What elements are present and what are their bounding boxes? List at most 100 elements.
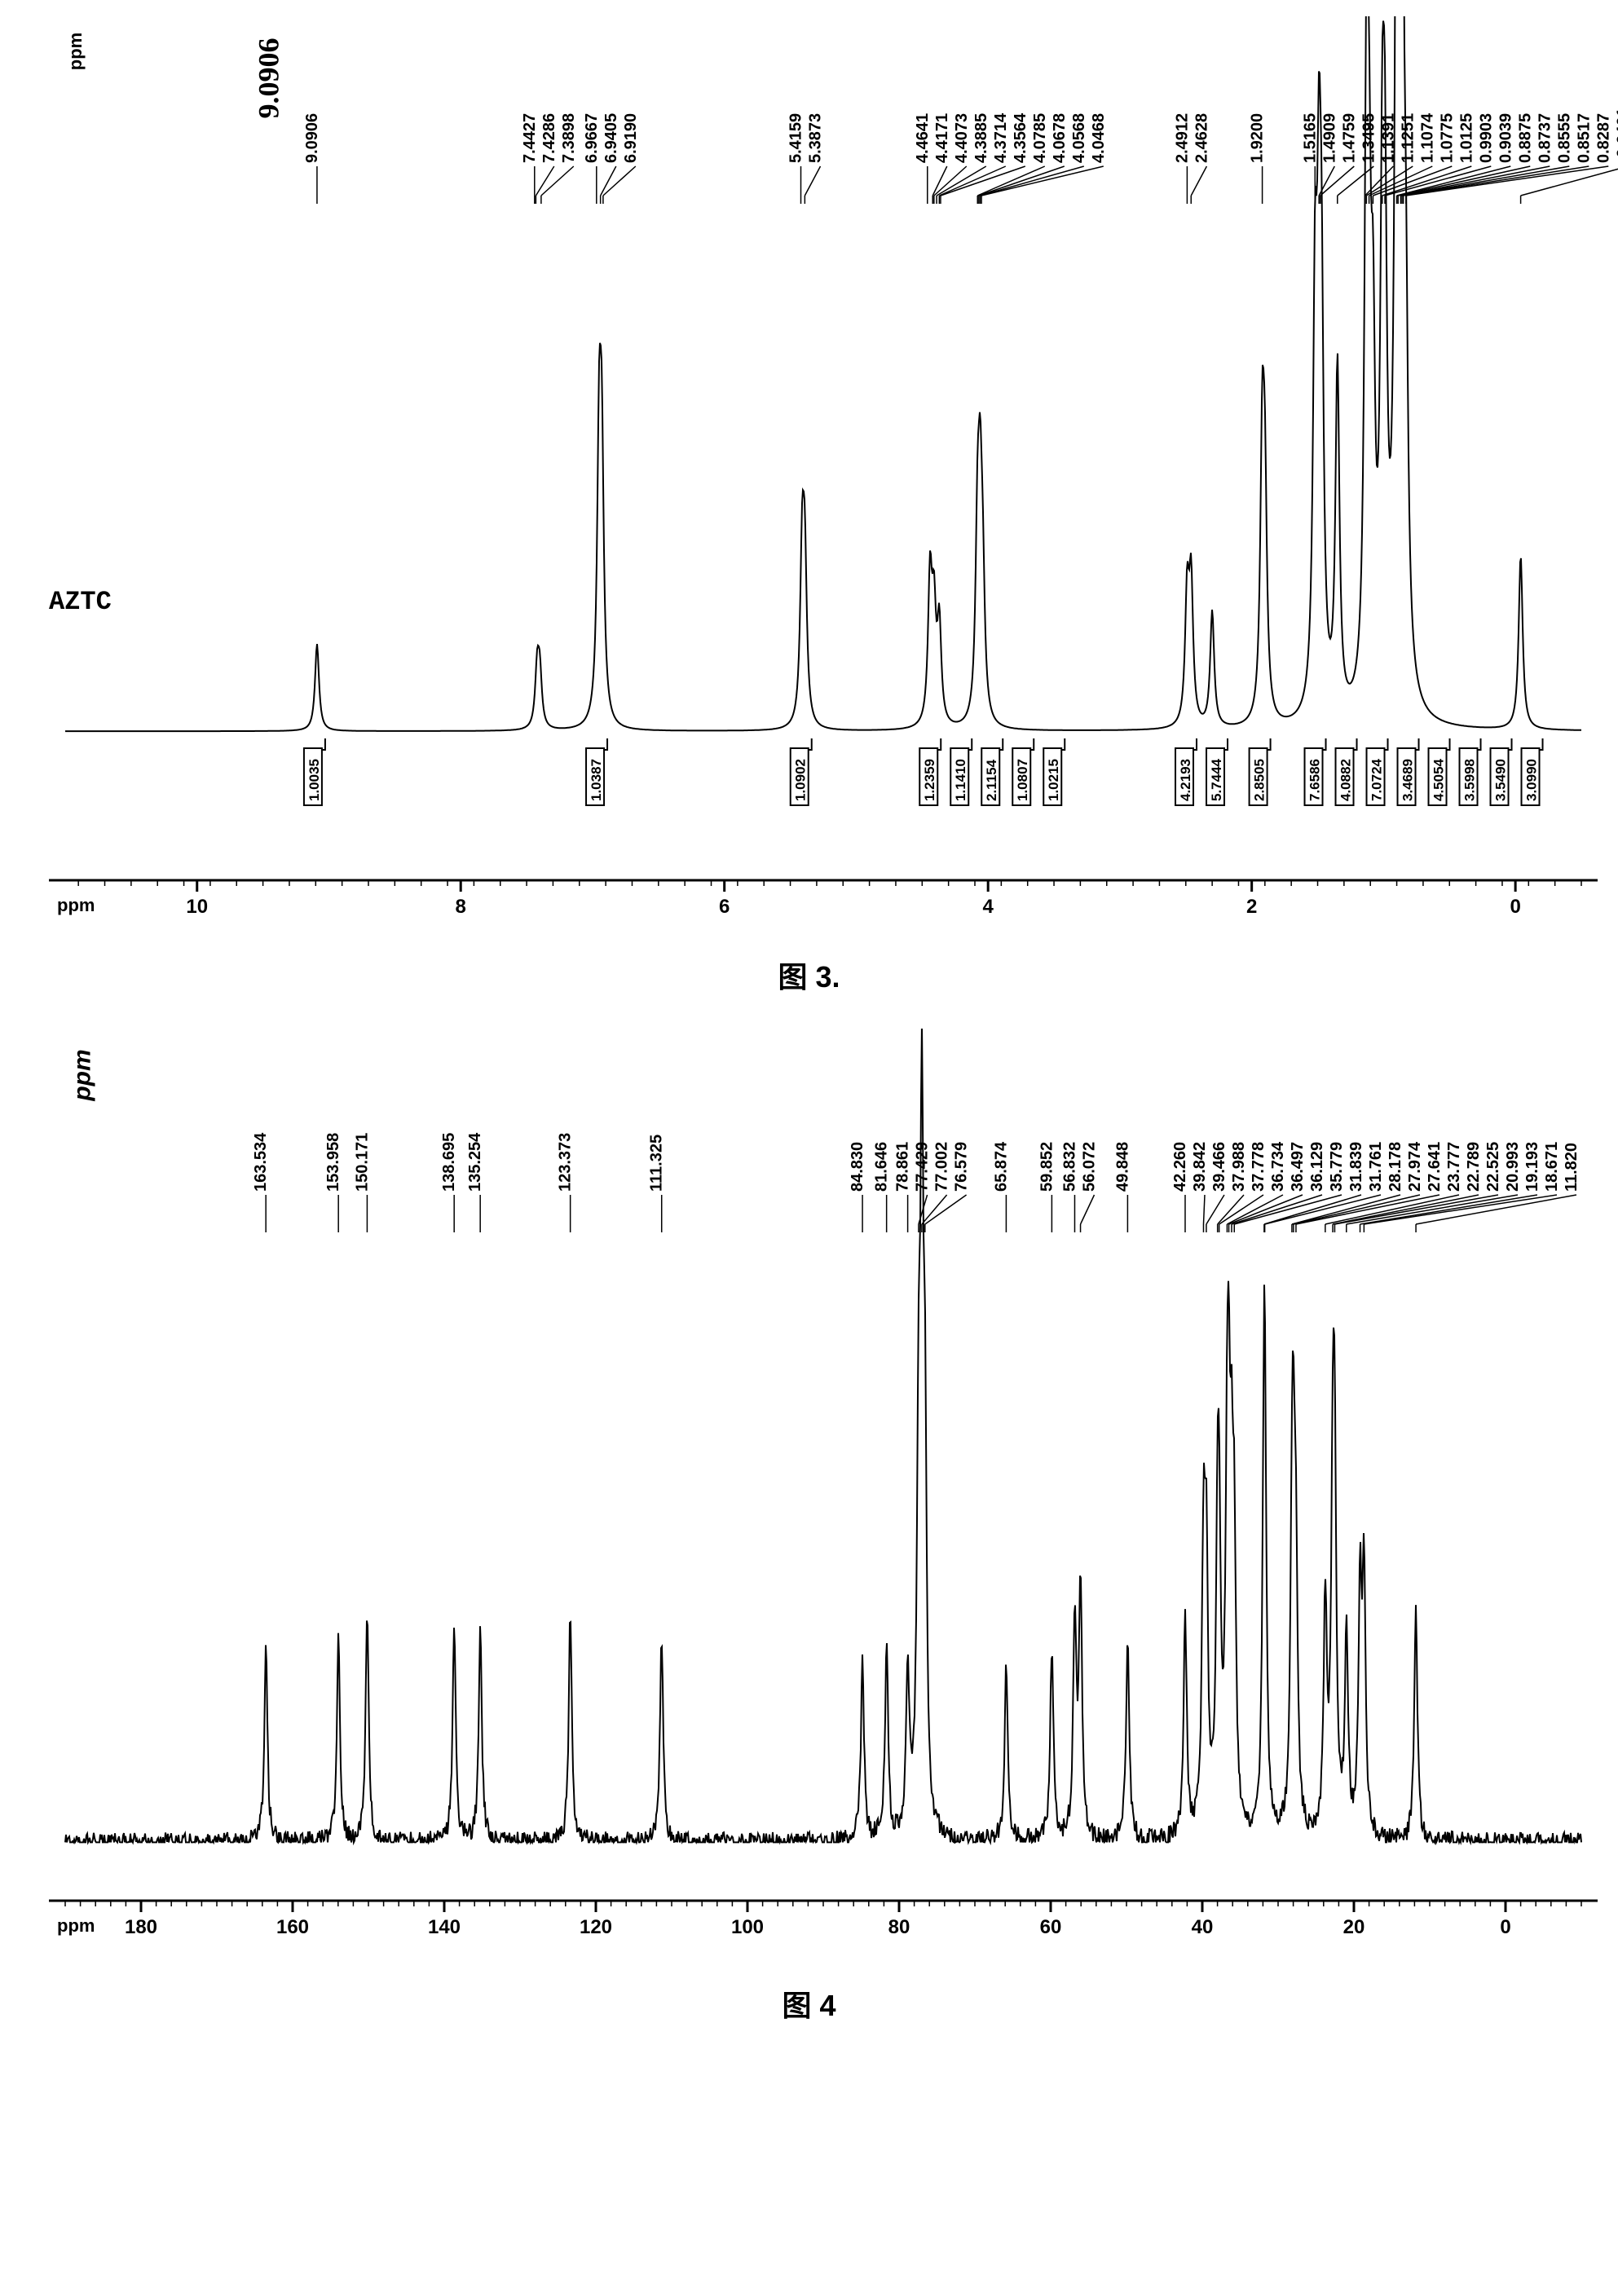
peak-label: 42.260 <box>1171 1142 1189 1192</box>
peak-label: 4.3714 <box>992 112 1010 163</box>
spectrum-1h-svg: 1086420ppm9.09067.44277.42867.38986.9667… <box>16 16 1618 929</box>
peak-label: 78.861 <box>894 1142 912 1192</box>
peak-label: 2.4628 <box>1193 113 1210 163</box>
peak-label-tick <box>536 166 553 196</box>
peak-label: 1.1074 <box>1418 112 1436 163</box>
peak-label-tick <box>1320 166 1355 196</box>
integral-value: 1.2359 <box>922 759 937 801</box>
peak-label: 49.848 <box>1113 1142 1131 1192</box>
peak-label: 11.820 <box>1563 1143 1581 1192</box>
peak-label: 31.761 <box>1367 1142 1385 1192</box>
peak-label: 77.429 <box>914 1142 932 1192</box>
nmr-1h-panel: ppm 9.0906 AZTC 1086420ppm9.09067.44277.… <box>16 16 1602 929</box>
integral-value: 1.0387 <box>589 759 604 801</box>
peak-label: 2.4912 <box>1173 113 1191 163</box>
integral-value-box: 3.0990 <box>1522 748 1540 805</box>
integral-value: 2.8505 <box>1252 759 1268 801</box>
peak-label: 135.254 <box>466 1132 484 1192</box>
integral-value: 1.0215 <box>1046 759 1061 801</box>
peak-label: 39.842 <box>1191 1142 1209 1192</box>
peak-label: 138.695 <box>440 1133 458 1192</box>
peak-label: 35.779 <box>1328 1142 1346 1192</box>
peak-label-tick <box>1404 166 1589 196</box>
axis-tick-label: 60 <box>1040 1916 1062 1938</box>
peak-label: 4.4073 <box>953 113 971 163</box>
axis-tick-label: 8 <box>456 896 466 918</box>
peak-label: 27.974 <box>1406 1141 1424 1192</box>
figure2-caption: 图 4 <box>16 1982 1602 2025</box>
peak-label: 28.178 <box>1387 1142 1404 1192</box>
peak-label: 77.002 <box>933 1142 951 1192</box>
peak-label: 6.9405 <box>602 113 620 163</box>
peak-label-tick <box>1227 1195 1283 1224</box>
integral-value: 1.1410 <box>953 759 968 801</box>
peak-label: 0.8555 <box>1555 113 1573 163</box>
axis-tick-label: 40 <box>1192 1916 1214 1938</box>
integral-value: 3.0990 <box>1524 759 1540 801</box>
integral-value-box: 1.0807 <box>1012 748 1030 805</box>
peak-label: 4.0468 <box>1090 113 1108 163</box>
integral-value-box: 1.0215 <box>1043 748 1061 805</box>
peak-label: 150.171 <box>353 1133 371 1192</box>
peak-label: 6.9190 <box>622 113 640 163</box>
peak-label: 9.0906 <box>303 113 321 163</box>
peak-label: 7.4286 <box>540 113 558 163</box>
peak-label-tick <box>925 1195 967 1224</box>
figure1-caption: 图 3. <box>16 954 1602 996</box>
integral-value-box: 3.5998 <box>1460 748 1478 805</box>
peak-label: 0.8287 <box>1594 113 1612 163</box>
integral-value: 4.2193 <box>1178 759 1193 801</box>
peak-label-tick <box>1191 166 1206 196</box>
peak-label: 1.0125 <box>1457 113 1475 163</box>
peak-label: 1.3495 <box>1360 113 1378 163</box>
peak-label: 1.4909 <box>1320 113 1338 163</box>
peak-label-tick <box>981 166 1104 196</box>
figure-1h-nmr: ppm 9.0906 AZTC 1086420ppm9.09067.44277.… <box>16 16 1602 996</box>
peak-label: 31.839 <box>1347 1142 1365 1192</box>
peak-label: 36.497 <box>1289 1142 1307 1192</box>
axis-tick-label: 160 <box>276 1916 309 1938</box>
peak-label: 4.4641 <box>914 113 932 163</box>
peak-label: 65.874 <box>992 1141 1010 1192</box>
peak-label: 37.778 <box>1250 1142 1268 1192</box>
peak-label: 56.072 <box>1080 1142 1098 1192</box>
peak-label: 18.671 <box>1543 1142 1561 1192</box>
peak-label: 1.1391 <box>1379 113 1397 163</box>
peak-label: 22.789 <box>1465 1142 1483 1192</box>
spectrum-13c-svg: 180160140120100806040200ppm163.534153.95… <box>16 1029 1618 1958</box>
peak-label: 5.4159 <box>787 113 805 163</box>
peak-label: 0.9039 <box>1497 113 1514 163</box>
integral-value: 3.4689 <box>1400 759 1416 801</box>
peak-label: 0.8875 <box>1516 113 1534 163</box>
peak-label-tick <box>1265 1195 1381 1224</box>
integral-value: 5.7444 <box>1209 758 1224 801</box>
peak-label: 4.3564 <box>1012 112 1029 163</box>
integral-value-box: 4.5054 <box>1429 748 1447 805</box>
peak-label: 1.9200 <box>1249 113 1267 163</box>
peak-label: -0.0401 <box>1614 108 1618 163</box>
integral-value: 3.5490 <box>1493 759 1509 801</box>
peak-label: 81.646 <box>873 1142 891 1192</box>
peak-label: 36.734 <box>1269 1141 1287 1192</box>
peak-label: 153.958 <box>324 1133 342 1192</box>
axis-tick-label: 0 <box>1500 1916 1510 1938</box>
peak-label: 84.830 <box>849 1142 866 1192</box>
axis-tick-label: 80 <box>888 1916 910 1938</box>
integral-value-box: 7.6586 <box>1305 748 1323 805</box>
peak-label: 1.1251 <box>1399 113 1417 163</box>
peak-label: 1.0775 <box>1438 113 1456 163</box>
integral-value-box: 4.0882 <box>1336 748 1354 805</box>
peak-label: 0.8517 <box>1575 113 1593 163</box>
peak-label-tick <box>1338 166 1374 196</box>
integral-value-box: 3.4689 <box>1398 748 1416 805</box>
peak-label: 0.9903 <box>1477 113 1495 163</box>
peak-label: 111.325 <box>648 1135 666 1192</box>
integral-value-box: 4.2193 <box>1175 748 1193 805</box>
peak-label: 22.525 <box>1484 1142 1502 1192</box>
integral-value: 7.6586 <box>1307 759 1323 801</box>
integral-value: 7.0724 <box>1369 758 1385 801</box>
peak-label-tick <box>805 166 820 196</box>
peak-label-tick <box>1521 166 1618 196</box>
peak-label-tick <box>1203 1195 1204 1224</box>
peak-label: 7.3898 <box>560 113 578 163</box>
